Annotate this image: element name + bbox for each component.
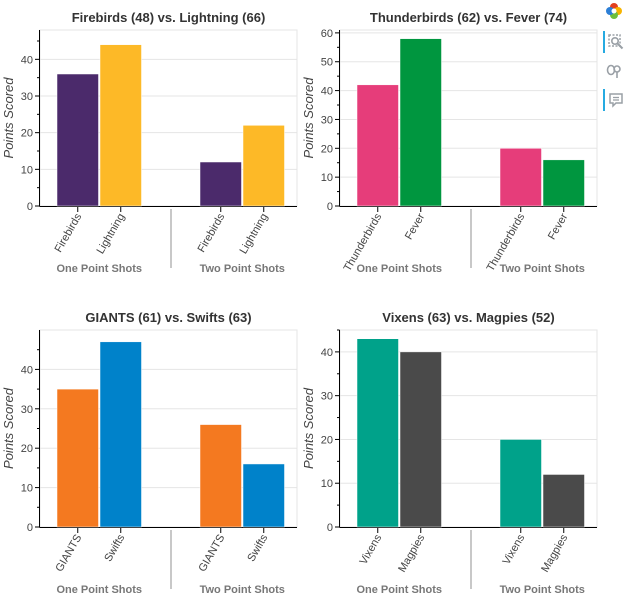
chart-title: GIANTS (61) vs. Swifts (63) [85, 310, 251, 325]
x-category-label: GIANTS [196, 533, 227, 574]
y-tick-label: 10 [21, 164, 33, 176]
bar[interactable] [399, 351, 442, 528]
x-group-label: Two Point Shots [500, 584, 585, 596]
x-category-label: Fever [546, 211, 571, 242]
y-axis-label: Points Scored [301, 77, 316, 159]
x-group-label: One Point Shots [356, 584, 442, 596]
bar[interactable] [356, 84, 399, 207]
bar[interactable] [199, 161, 242, 207]
bar[interactable] [56, 388, 99, 528]
y-tick-label: 20 [21, 443, 33, 455]
x-category-label: GIANTS [53, 533, 84, 574]
bar[interactable] [242, 463, 285, 528]
chart-panel: Thunderbirds (62) vs. Fever (74) 0 10 20 30 4… [301, 10, 598, 275]
x-group-label: One Point Shots [56, 584, 142, 596]
x-category-label: Magpies [539, 532, 570, 574]
x-group-label: Two Point Shots [200, 263, 285, 275]
x-category-label: Magpies [396, 532, 427, 574]
bar[interactable] [542, 474, 585, 528]
box-zoom-icon[interactable] [603, 31, 627, 53]
hover-icon[interactable] [603, 89, 627, 111]
y-tick-label: 10 [321, 478, 333, 490]
y-axis-label: Points Scored [1, 387, 16, 469]
y-tick-label: 30 [21, 404, 33, 416]
plot-toolbar [598, 0, 630, 130]
x-category-label: Lightning [95, 212, 128, 257]
y-tick-label: 30 [21, 91, 33, 103]
bar[interactable] [499, 148, 542, 207]
y-tick-label: 0 [27, 522, 33, 534]
bar[interactable] [356, 338, 399, 528]
y-axis-label: Points Scored [301, 387, 316, 469]
bar[interactable] [99, 44, 142, 207]
y-tick-label: 30 [321, 114, 333, 126]
chart-title: Vixens (63) vs. Magpies (52) [382, 310, 554, 325]
bar[interactable] [99, 341, 142, 528]
bar[interactable] [242, 125, 285, 207]
bokeh-logo-icon[interactable] [603, 0, 625, 22]
x-category-label: Firebirds [53, 211, 85, 254]
y-tick-label: 40 [321, 86, 333, 98]
x-category-label: Swifts [102, 532, 127, 564]
x-category-label: Vixens [501, 532, 528, 567]
bar[interactable] [499, 439, 542, 528]
x-group-label: Two Point Shots [200, 584, 285, 596]
x-group-label: One Point Shots [356, 263, 442, 275]
y-tick-label: 10 [21, 483, 33, 495]
bar[interactable] [199, 424, 242, 528]
y-tick-label: 0 [27, 201, 33, 213]
y-tick-label: 50 [321, 57, 333, 69]
y-tick-label: 40 [21, 364, 33, 376]
bar[interactable] [399, 38, 442, 207]
x-category-label: Swifts [245, 532, 270, 564]
x-group-label: Two Point Shots [500, 263, 585, 275]
y-tick-label: 20 [321, 143, 333, 155]
y-tick-label: 0 [327, 522, 333, 534]
x-category-label: Firebirds [196, 211, 228, 254]
wheel-zoom-icon[interactable] [603, 60, 625, 82]
x-group-label: One Point Shots [56, 263, 142, 275]
chart-panel: Firebirds (48) vs. Lightning (66) 0 10 20 30… [1, 10, 298, 275]
chart-title: Firebirds (48) vs. Lightning (66) [72, 10, 266, 25]
x-category-label: Fever [403, 211, 428, 242]
y-tick-label: 40 [321, 347, 333, 359]
chart-panel: Vixens (63) vs. Magpies (52) 0 10 20 30 40 Poi… [301, 310, 598, 596]
chart-title: Thunderbirds (62) vs. Fever (74) [370, 10, 567, 25]
x-category-label: Vixens [358, 532, 385, 567]
y-tick-label: 60 [321, 28, 333, 40]
bar[interactable] [56, 73, 99, 207]
y-tick-label: 10 [321, 172, 333, 184]
chart-panel: GIANTS (61) vs. Swifts (63) 0 10 20 30 40 Poin… [1, 310, 298, 596]
y-tick-label: 20 [21, 128, 33, 140]
x-category-label: Lightning [238, 212, 271, 257]
y-tick-label: 0 [327, 201, 333, 213]
y-tick-label: 30 [321, 391, 333, 403]
y-tick-label: 20 [321, 434, 333, 446]
y-tick-label: 40 [21, 54, 33, 66]
bar[interactable] [542, 159, 585, 207]
y-axis-label: Points Scored [1, 77, 16, 159]
